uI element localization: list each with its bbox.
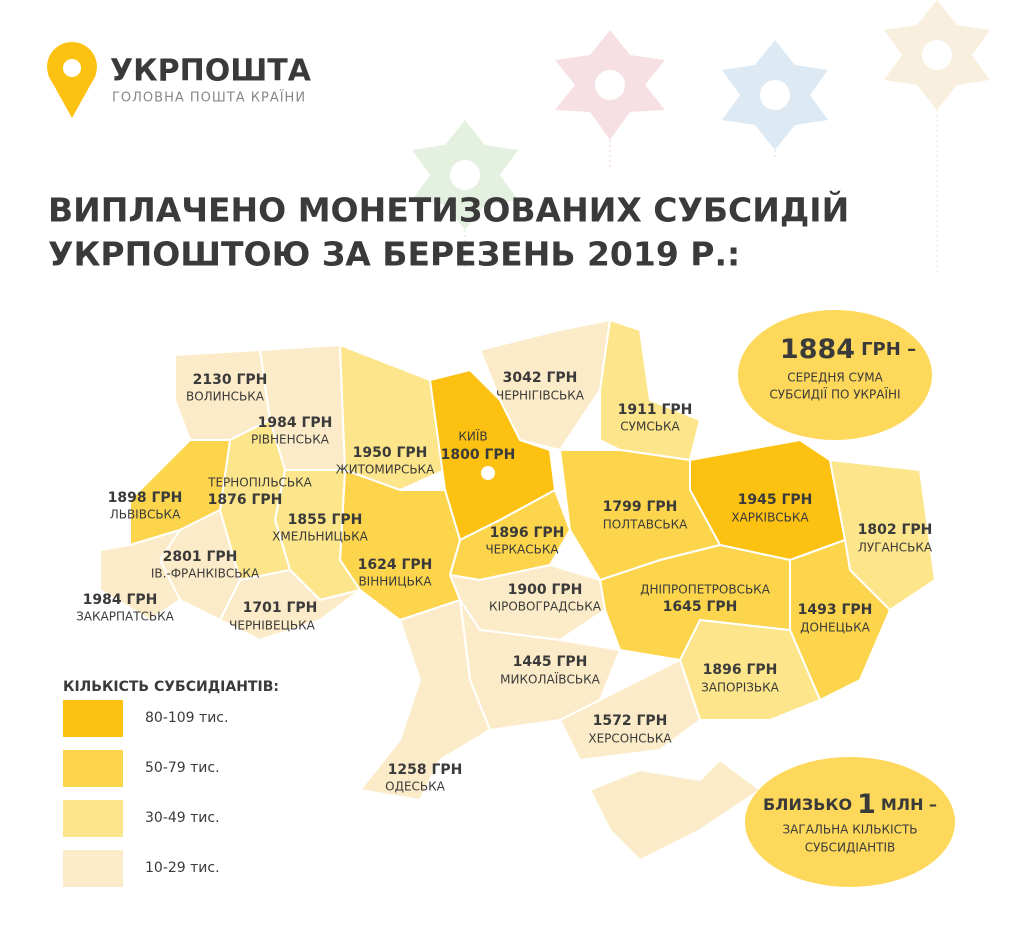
- legend-label: 50-79 тис.: [145, 760, 220, 776]
- region-amount: 3042 ГРН: [503, 370, 578, 386]
- decor: [595, 70, 625, 100]
- region: [358, 598, 492, 802]
- region-name: ІВ.-ФРАНКІВСЬКА: [151, 567, 260, 581]
- region-name: ЛУГАНСЬКА: [858, 541, 933, 555]
- region-name: ЗАКАРПАТСЬКА: [76, 610, 175, 624]
- title: ВИПЛАЧЕНО МОНЕТИЗОВАНИХ СУБСИДІЙ: [48, 190, 849, 230]
- title: УКРПОШТОЮ ЗА БЕРЕЗЕНЬ 2019 Р.:: [48, 235, 740, 274]
- region-amount: 1445 ГРН: [513, 654, 588, 670]
- decor: [922, 40, 952, 70]
- region-amount: 1896 ГРН: [703, 662, 778, 678]
- tagline: ГОЛОВНА ПОШТА КРАЇНИ: [112, 90, 306, 106]
- region-amount: 1950 ГРН: [353, 445, 428, 461]
- region-name: ВІННИЦЬКА: [358, 575, 432, 589]
- region-amount: 1876 ГРН: [208, 492, 283, 508]
- region-name: ЖИТОМИРСЬКА: [336, 463, 435, 477]
- map: [99, 318, 937, 862]
- legend: 80-109 тис. 50-79 тис. 30-49 тис. 10-29 тис…: [63, 700, 228, 887]
- region-name: МИКОЛАЇВСЬКА: [500, 672, 600, 687]
- region-amount: 1900 ГРН: [508, 582, 583, 598]
- region-crimea: [588, 758, 762, 862]
- region: [558, 658, 702, 762]
- total-line: СУБСИДІАНТІВ: [805, 841, 896, 855]
- region-name: ЛЬВІВСЬКА: [110, 508, 181, 522]
- region-name: СУМСЬКА: [620, 420, 680, 434]
- legend-swatch: [63, 750, 123, 787]
- region-name: ЧЕРНІГІВСЬКА: [496, 389, 585, 403]
- brand: УКРПОШТА: [110, 54, 312, 89]
- total-line: ЗАГАЛЬНА КІЛЬКІСТЬ: [782, 823, 917, 837]
- region-amount: 1911 ГРН: [618, 402, 693, 418]
- region-name: ОДЕСЬКА: [385, 780, 446, 794]
- region: [478, 318, 612, 452]
- region-amount: 1799 ГРН: [603, 499, 678, 515]
- region-amount: 2801 ГРН: [163, 549, 238, 565]
- region-amount: 1802 ГРН: [858, 522, 933, 538]
- legend-label: 10-29 тис.: [145, 860, 220, 876]
- region-amount: 1984 ГРН: [258, 415, 333, 431]
- legend-label: 30-49 тис.: [145, 810, 220, 826]
- legend-swatch: [63, 850, 123, 887]
- logo: [47, 41, 98, 118]
- region-amount: 1896 ГРН: [490, 525, 565, 541]
- region-name: ДНІПРОПЕТРОВСЬКА: [640, 583, 771, 597]
- average-value: 1884 ГРН –: [780, 334, 916, 365]
- region-amount: 1645 ГРН: [663, 599, 738, 615]
- region: [599, 318, 702, 462]
- region-amount: 1493 ГРН: [798, 602, 873, 618]
- labels: 2130 ГРН ВОЛИНСЬКА 1984 ГРН РІВНЕНСЬКА 1950 …: [76, 370, 933, 794]
- region-name: ЧЕРНІВЕЦЬКА: [229, 619, 315, 633]
- callout: [745, 757, 955, 887]
- region-amount: 1701 ГРН: [243, 600, 318, 616]
- region-amount: 2130 ГРН: [193, 372, 268, 388]
- region-name: КІРОВОГРАДСЬКА: [489, 600, 602, 614]
- region: [558, 449, 722, 582]
- logo: [63, 59, 81, 77]
- region: [218, 568, 361, 642]
- legend-swatch: [63, 800, 123, 837]
- region-name: РІВНЕНСЬКА: [251, 433, 330, 447]
- region-name: КИЇВ: [458, 429, 487, 444]
- region-amount: 1984 ГРН: [83, 592, 158, 608]
- region-amount: 1898 ГРН: [108, 490, 183, 506]
- region-name: ЧЕРКАСЬКА: [485, 543, 559, 557]
- legend-swatch: [63, 700, 123, 737]
- region-name: ДОНЕЦЬКА: [800, 621, 870, 635]
- region-name: ЗАПОРІЗЬКА: [701, 681, 780, 695]
- average-line: СУБСИДІЇ ПО УКРАЇНІ: [769, 387, 900, 402]
- average-line: СЕРЕДНЯ СУМА: [787, 371, 883, 385]
- region: [99, 528, 183, 622]
- region-amount: 1258 ГРН: [388, 762, 463, 778]
- region-name: ПОЛТАВСЬКА: [603, 518, 688, 532]
- legend-label: 80-109 тис.: [145, 710, 228, 726]
- region-name: ХЕРСОНСЬКА: [588, 732, 672, 746]
- region-amount: 1945 ГРН: [738, 492, 813, 508]
- region-amount: 1800 ГРН: [441, 447, 516, 463]
- region-amount: 1572 ГРН: [593, 713, 668, 729]
- decor: [760, 80, 790, 110]
- callout: [738, 310, 932, 440]
- region-amount: 1624 ГРН: [358, 557, 433, 573]
- decor: [450, 160, 480, 190]
- region-name: ХМЕЛЬНИЦЬКА: [272, 530, 368, 544]
- kyiv-city: [481, 466, 495, 480]
- region-name: ТЕРНОПІЛЬСЬКА: [207, 476, 313, 490]
- region-name: ХАРКІВСЬКА: [731, 511, 809, 525]
- total-value: БЛИЗЬКО 1 МЛН –: [763, 789, 937, 820]
- region-amount: 1855 ГРН: [288, 512, 363, 528]
- region: [338, 468, 462, 622]
- legend-title: КІЛЬКІСТЬ СУБСИДІАНТІВ:: [63, 679, 279, 695]
- region-name: ВОЛИНСЬКА: [186, 390, 265, 404]
